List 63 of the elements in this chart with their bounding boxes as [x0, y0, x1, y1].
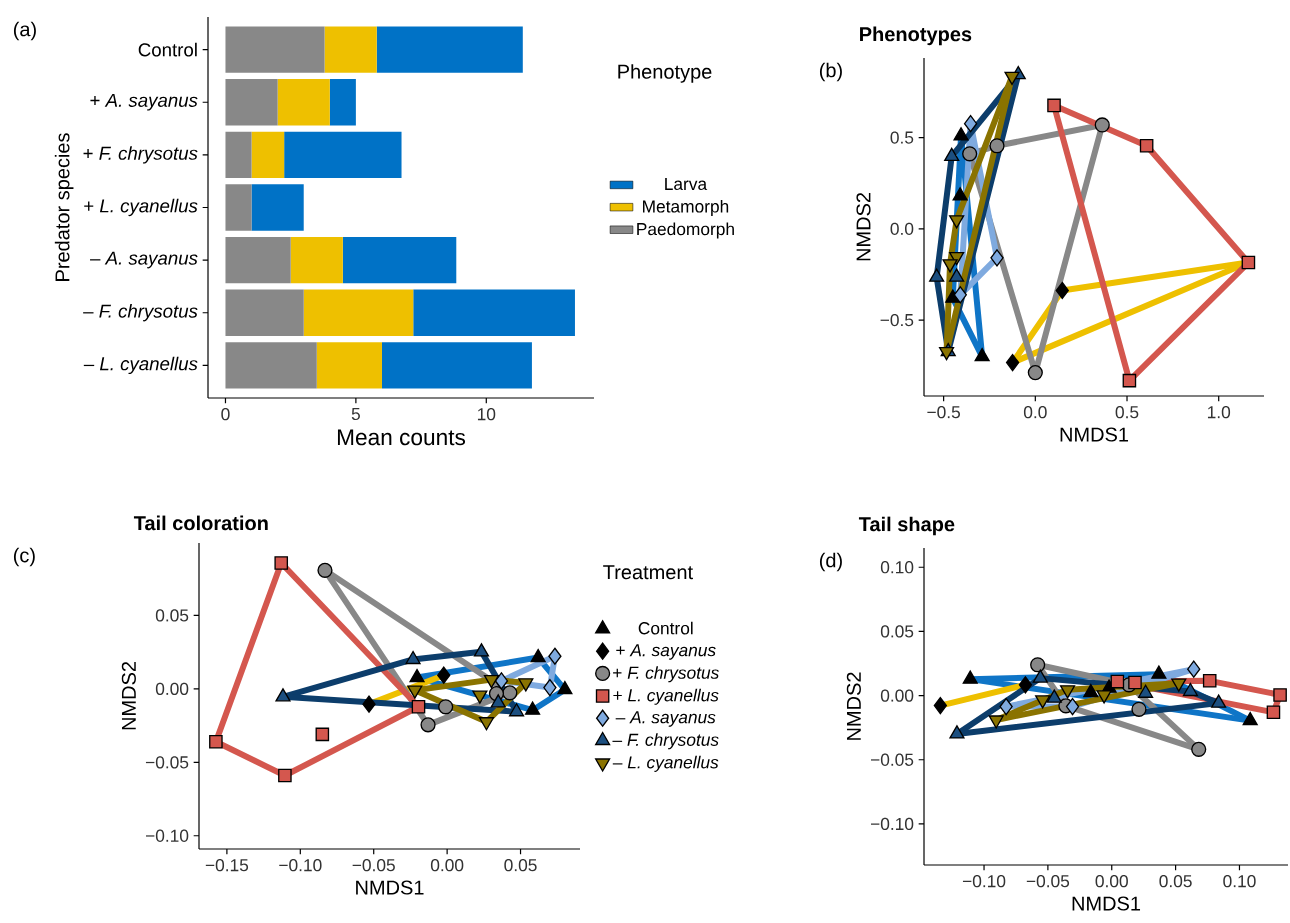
legend-label: + L. cyanellus — [613, 688, 719, 705]
chart-title: Phenotypes — [860, 26, 972, 46]
text: (d) — [819, 552, 842, 572]
legend-label: + A. sayanus — [616, 644, 716, 660]
legend-label: + F. chrysotus — [613, 666, 719, 683]
y-axis-title: Predator species — [54, 133, 74, 281]
y-tick-label: −0.05 — [870, 753, 914, 766]
legend-label: Control — [638, 621, 693, 635]
x-tick-label: 0.05 — [504, 859, 537, 872]
legend-title: Treatment — [603, 565, 693, 580]
x-tick-label: 0.00 — [430, 859, 464, 872]
x-tick-label: 0.5 — [1115, 406, 1139, 419]
x-tick-label: 0.00 — [1095, 875, 1128, 888]
text: (a) — [13, 21, 36, 41]
y-tick-label: 0.00 — [880, 689, 914, 702]
x-tick-label: −0.15 — [205, 859, 249, 872]
text: (c) — [13, 547, 35, 567]
y-axis-title: NMDS2 — [856, 192, 871, 261]
legend-title: Phenotype — [618, 64, 712, 83]
x-tick-label: 0.0 — [1023, 406, 1047, 419]
legend-label: – A. sayanus — [615, 711, 716, 727]
text: (b) — [819, 62, 842, 82]
chart-title: Tail coloration — [133, 515, 268, 531]
x-axis-title: NMDS1 — [1072, 896, 1141, 911]
x-axis-title: Mean counts — [337, 429, 466, 446]
y-tick-label: −0.05 — [145, 756, 189, 769]
y-tick-label: + F. chrysotus — [83, 146, 198, 164]
legend-label: Paedomorph — [637, 222, 734, 239]
y-tick-label: 0.05 — [155, 609, 189, 622]
y-tick-label: + L. cyanellus — [84, 198, 198, 217]
y-tick-label: 0.0 — [890, 222, 914, 235]
x-tick-label: −0.05 — [1026, 875, 1070, 888]
legend-label: Metamorph — [643, 199, 729, 217]
y-tick-label: 0.00 — [155, 682, 189, 695]
y-tick-label: −0.10 — [870, 817, 914, 831]
x-axis-title: NMDS1 — [356, 880, 424, 895]
x-tick-label: 1.0 — [1207, 406, 1231, 419]
legend-label: Larva — [665, 177, 708, 191]
x-tick-label: 0.05 — [1159, 875, 1192, 888]
y-tick-label: −0.10 — [145, 829, 189, 842]
y-axis-title: NMDS2 — [846, 672, 861, 740]
x-tick-label: 0 — [221, 408, 230, 421]
y-tick-label: 0.10 — [880, 561, 914, 574]
x-tick-label: 0.10 — [1223, 875, 1256, 888]
y-tick-label: – L. cyanellus — [83, 356, 198, 375]
legend-label: – L. cyanellus — [612, 755, 719, 772]
x-axis-title: NMDS1 — [1060, 427, 1129, 442]
y-axis-title: NMDS2 — [121, 661, 136, 730]
y-tick-label: – F. chrysotus — [83, 304, 198, 322]
y-tick-label: −0.5 — [880, 313, 914, 327]
x-tick-label: −0.10 — [279, 859, 322, 872]
legend-label: – F. chrysotus — [612, 733, 719, 750]
y-tick-label: 0.05 — [880, 625, 914, 638]
y-tick-label: – A. sayanus — [90, 251, 198, 269]
chart-title: Tail shape — [858, 516, 955, 536]
x-tick-label: −0.5 — [927, 406, 960, 419]
y-tick-label: 0.5 — [890, 131, 914, 144]
x-tick-label: 10 — [477, 408, 496, 421]
x-tick-label: −0.05 — [352, 859, 395, 872]
y-tick-label: + A. sayanus — [90, 93, 198, 111]
x-tick-label: 5 — [351, 408, 360, 421]
x-tick-label: −0.10 — [962, 875, 1006, 888]
y-tick-label: Control — [138, 42, 197, 57]
